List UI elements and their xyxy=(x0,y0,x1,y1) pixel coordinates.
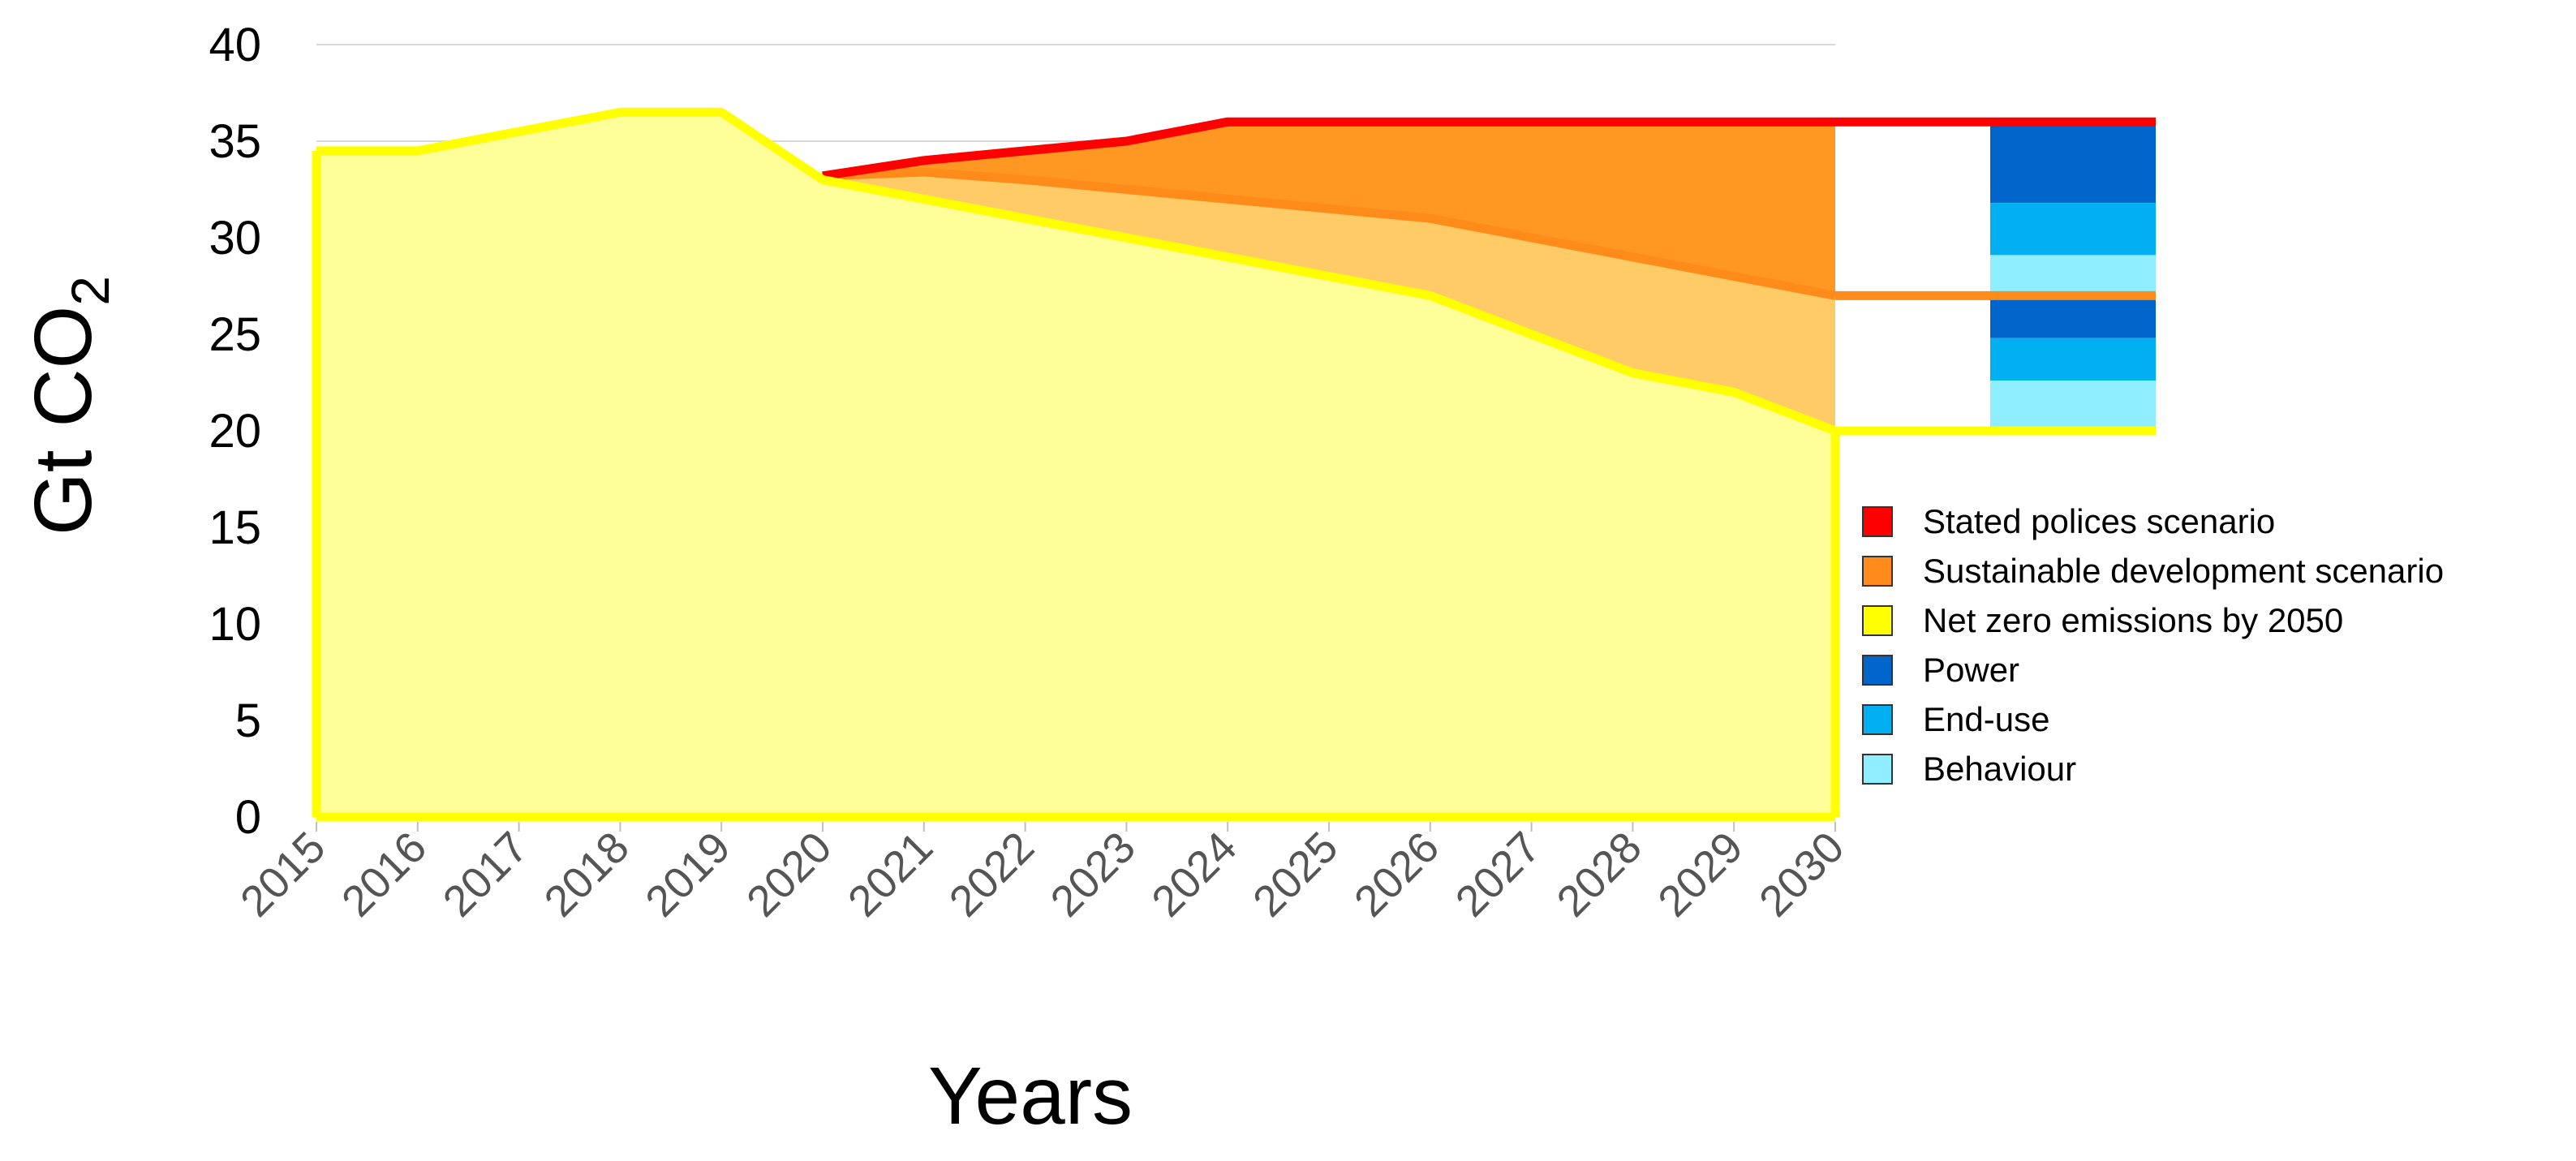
x-tick-2023: 2023 xyxy=(1042,823,1145,926)
y-tick-10: 10 xyxy=(209,598,261,651)
legend-swatch-net-zero-emissions-by-2050 xyxy=(1862,605,1893,636)
legend-label-behaviour: Behaviour xyxy=(1923,750,2076,788)
y-axis-title-main: Gt CO xyxy=(18,306,109,535)
breakdown-bar-power-lower xyxy=(1990,295,2156,338)
breakdown-bar-power-upper xyxy=(1990,122,2156,204)
y-tick-30: 30 xyxy=(209,212,261,264)
x-tick-2019: 2019 xyxy=(636,823,739,926)
x-axis-ticks: 2015201620172018201920202021202220232024… xyxy=(231,822,1853,926)
y-tick-25: 25 xyxy=(209,308,261,361)
x-tick-2024: 2024 xyxy=(1142,823,1245,926)
legend-label-sustainable-development-scenario: Sustainable development scenario xyxy=(1923,552,2444,590)
legend-label-stated-polices-scenario: Stated polices scenario xyxy=(1923,502,2275,540)
x-tick-2027: 2027 xyxy=(1447,823,1550,926)
x-tick-2018: 2018 xyxy=(535,823,639,926)
legend-swatch-stated-polices-scenario xyxy=(1862,506,1893,537)
breakdown-bar-behaviour-lower xyxy=(1990,381,2156,431)
x-tick-2029: 2029 xyxy=(1649,823,1752,926)
y-axis-title: Gt CO2 xyxy=(18,276,120,535)
x-tick-2025: 2025 xyxy=(1244,823,1347,926)
y-tick-35: 35 xyxy=(209,115,261,168)
x-tick-2016: 2016 xyxy=(333,823,436,926)
y-tick-40: 40 xyxy=(209,19,261,71)
x-tick-2030: 2030 xyxy=(1750,823,1853,926)
legend-swatch-behaviour xyxy=(1862,754,1893,785)
x-tick-2017: 2017 xyxy=(434,823,537,926)
y-axis-title-subscript: 2 xyxy=(60,276,120,306)
scenario-extension xyxy=(1830,117,2156,817)
scenario-areas xyxy=(316,112,1835,818)
net-zero-area xyxy=(316,112,1835,818)
y-axis-ticks: 0 5 10 15 20 25 30 35 40 xyxy=(209,19,261,844)
x-tick-2026: 2026 xyxy=(1345,823,1448,926)
x-tick-2020: 2020 xyxy=(738,823,841,926)
breakdown-bar-end-use-lower xyxy=(1990,338,2156,381)
y-tick-20: 20 xyxy=(209,405,261,458)
breakdown-bar-behaviour-upper xyxy=(1990,255,2156,296)
x-axis-title: Years xyxy=(928,1051,1133,1142)
x-tick-2028: 2028 xyxy=(1548,823,1651,926)
breakdown-bar-end-use-upper xyxy=(1990,203,2156,256)
y-tick-0: 0 xyxy=(235,791,261,844)
stated-policies-line xyxy=(822,117,1835,181)
legend-swatch-sustainable-development-scenario xyxy=(1862,556,1893,587)
sustainable-development-line xyxy=(822,167,1837,300)
legend-label-net-zero-emissions-by-2050: Net zero emissions by 2050 xyxy=(1923,601,2343,639)
legend-label-end-use: End-use xyxy=(1923,700,2049,738)
legend-swatch-end-use xyxy=(1862,704,1893,735)
legend-swatch-power xyxy=(1862,655,1893,686)
y-tick-15: 15 xyxy=(209,501,261,554)
legend: Stated polices scenario Sustainable devel… xyxy=(1862,502,2444,788)
legend-label-power: Power xyxy=(1923,651,2019,689)
y-tick-5: 5 xyxy=(235,694,261,747)
x-tick-2022: 2022 xyxy=(940,823,1043,926)
net-zero-line xyxy=(316,107,1837,436)
scenario-lines xyxy=(312,107,1837,822)
x-tick-2021: 2021 xyxy=(839,823,942,926)
